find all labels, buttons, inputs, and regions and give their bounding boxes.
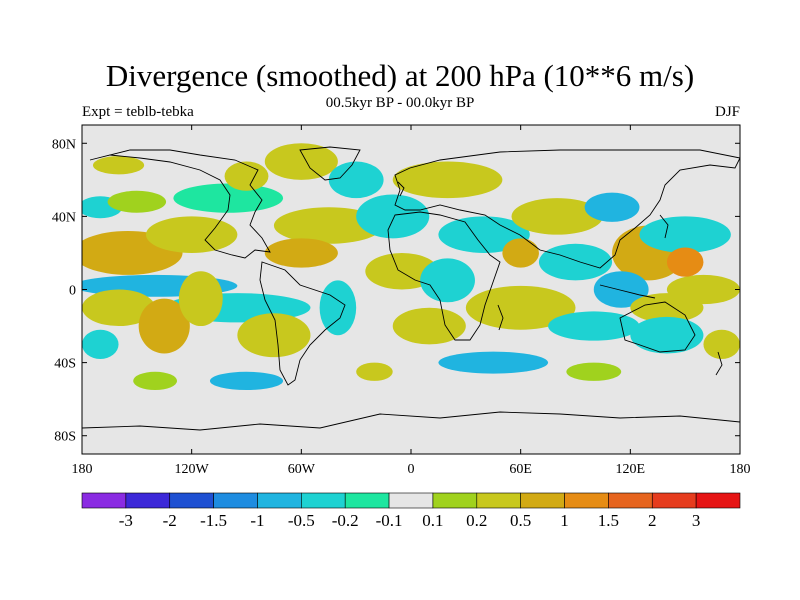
colorbar: -3 -2 -1.5 -1 -0.5 -0.2 -0.1 0.1 0.2 0.5 1 1.5 2 3: [81, 492, 741, 530]
divergence-patch: [538, 243, 613, 281]
colorbar-label: 3: [692, 511, 701, 530]
colorbar-label: -2: [163, 511, 177, 530]
divergence-patch: [138, 298, 190, 354]
divergence-patch: [392, 161, 503, 199]
colorbar-swatch: [651, 492, 697, 509]
colorbar-swatch: [81, 492, 127, 509]
coast-antarctica: [82, 411, 740, 431]
divergence-patch: [502, 238, 539, 268]
coast-australia: [619, 301, 696, 353]
divergence-patch: [392, 307, 466, 345]
divergence-field: [82, 143, 740, 391]
colorbar-label: 1.5: [598, 511, 619, 530]
colorbar-label: -1.5: [200, 511, 227, 530]
colorbar-label: 2: [648, 511, 657, 530]
y-tick-label: 80N: [52, 137, 76, 152]
coast-new-zealand: [715, 351, 723, 376]
divergence-patch: [82, 329, 119, 359]
colorbar-swatch: [213, 492, 258, 509]
divergence-patch: [328, 161, 384, 199]
colorbar-label: 0.2: [466, 511, 487, 530]
divergence-patch: [593, 271, 649, 308]
colorbar-swatch: [125, 492, 171, 509]
x-tick-label: 180: [730, 462, 751, 477]
axis-ticks: 180 120W 60W 0 60E 120E 180 80N 40N 0 40S 80S: [52, 125, 751, 477]
divergence-patch: [209, 371, 284, 391]
divergence-patch: [548, 311, 640, 341]
colorbar-swatch: [608, 492, 653, 509]
colorbar-label: 0.1: [422, 511, 443, 530]
x-tick-label: 60W: [288, 462, 316, 477]
divergence-patch: [356, 362, 393, 381]
divergence-patch: [465, 285, 576, 330]
divergence-patch: [356, 194, 430, 239]
divergence-patch: [566, 362, 622, 381]
divergence-patch: [511, 198, 603, 235]
colorbar-label: -1: [250, 511, 264, 530]
divergence-patch: [264, 143, 338, 180]
y-tick-label: 40S: [54, 357, 76, 372]
colorbar-swatch: [301, 492, 346, 509]
chart-title: Divergence (smoothed) at 200 hPa (10**6 …: [105, 58, 695, 93]
divergence-patch: [420, 258, 475, 303]
divergence-patch: [630, 316, 704, 354]
y-tick-label: 80S: [54, 430, 76, 445]
x-tick-label: 120W: [175, 462, 210, 477]
coast-uk: [397, 181, 405, 197]
coast-north-america: [89, 149, 271, 259]
y-tick-label: 0: [69, 284, 76, 299]
coastlines: [82, 146, 740, 431]
coast-japan: [659, 214, 669, 239]
divergence-patch: [178, 271, 223, 327]
coast-madagascar: [497, 304, 504, 331]
y-tick-label: 40N: [52, 210, 76, 225]
divergence-patch: [82, 289, 156, 327]
divergence-patch: [639, 216, 731, 253]
coast-greenland: [299, 146, 361, 181]
divergence-patch: [224, 161, 269, 191]
colorbar-label: -0.2: [332, 511, 359, 530]
colorbar-swatch: [344, 492, 390, 509]
colorbar-swatch: [432, 492, 478, 509]
colorbar-swatch: [695, 492, 741, 509]
experiment-label: Expt = teblb-tebka: [82, 104, 194, 120]
x-tick-label: 120E: [616, 462, 646, 477]
colorbar-swatch: [169, 492, 214, 509]
x-tick-label: 0: [408, 462, 415, 477]
coast-europe-asia: [394, 149, 740, 269]
colorbar-swatch: [388, 492, 434, 509]
divergence-patch: [273, 207, 384, 244]
divergence-patch: [703, 329, 740, 359]
chart-subtitle: 00.5kyr BP - 00.0kyr BP: [325, 95, 475, 111]
divergence-patch: [264, 238, 338, 268]
colorbar-swatch: [520, 492, 565, 509]
colorbar-label: -3: [119, 511, 133, 530]
colorbar-label: -0.5: [288, 511, 315, 530]
coast-indonesia: [599, 284, 656, 299]
season-label: DJF: [714, 104, 740, 120]
divergence-patch: [666, 274, 740, 305]
divergence-patch: [438, 351, 549, 374]
divergence-patch: [145, 216, 238, 253]
divergence-patch: [237, 313, 311, 358]
divergence-patch: [92, 156, 145, 175]
divergence-patch: [319, 280, 357, 336]
colorbar-label: -0.1: [376, 511, 403, 530]
colorbar-label: 0.5: [510, 511, 531, 530]
colorbar-swatch: [476, 492, 521, 509]
divergence-patch: [584, 192, 640, 222]
colorbar-label: 1: [560, 511, 569, 530]
divergence-patch: [173, 183, 284, 213]
divergence-patch: [666, 247, 704, 277]
colorbar-swatch: [564, 492, 609, 509]
coast-africa: [387, 211, 501, 341]
divergence-patch: [133, 371, 178, 391]
coast-south-america: [259, 261, 346, 386]
x-tick-label: 60E: [509, 462, 532, 477]
x-tick-label: 180: [72, 462, 93, 477]
divergence-patch: [107, 190, 167, 213]
colorbar-swatch: [257, 492, 302, 509]
